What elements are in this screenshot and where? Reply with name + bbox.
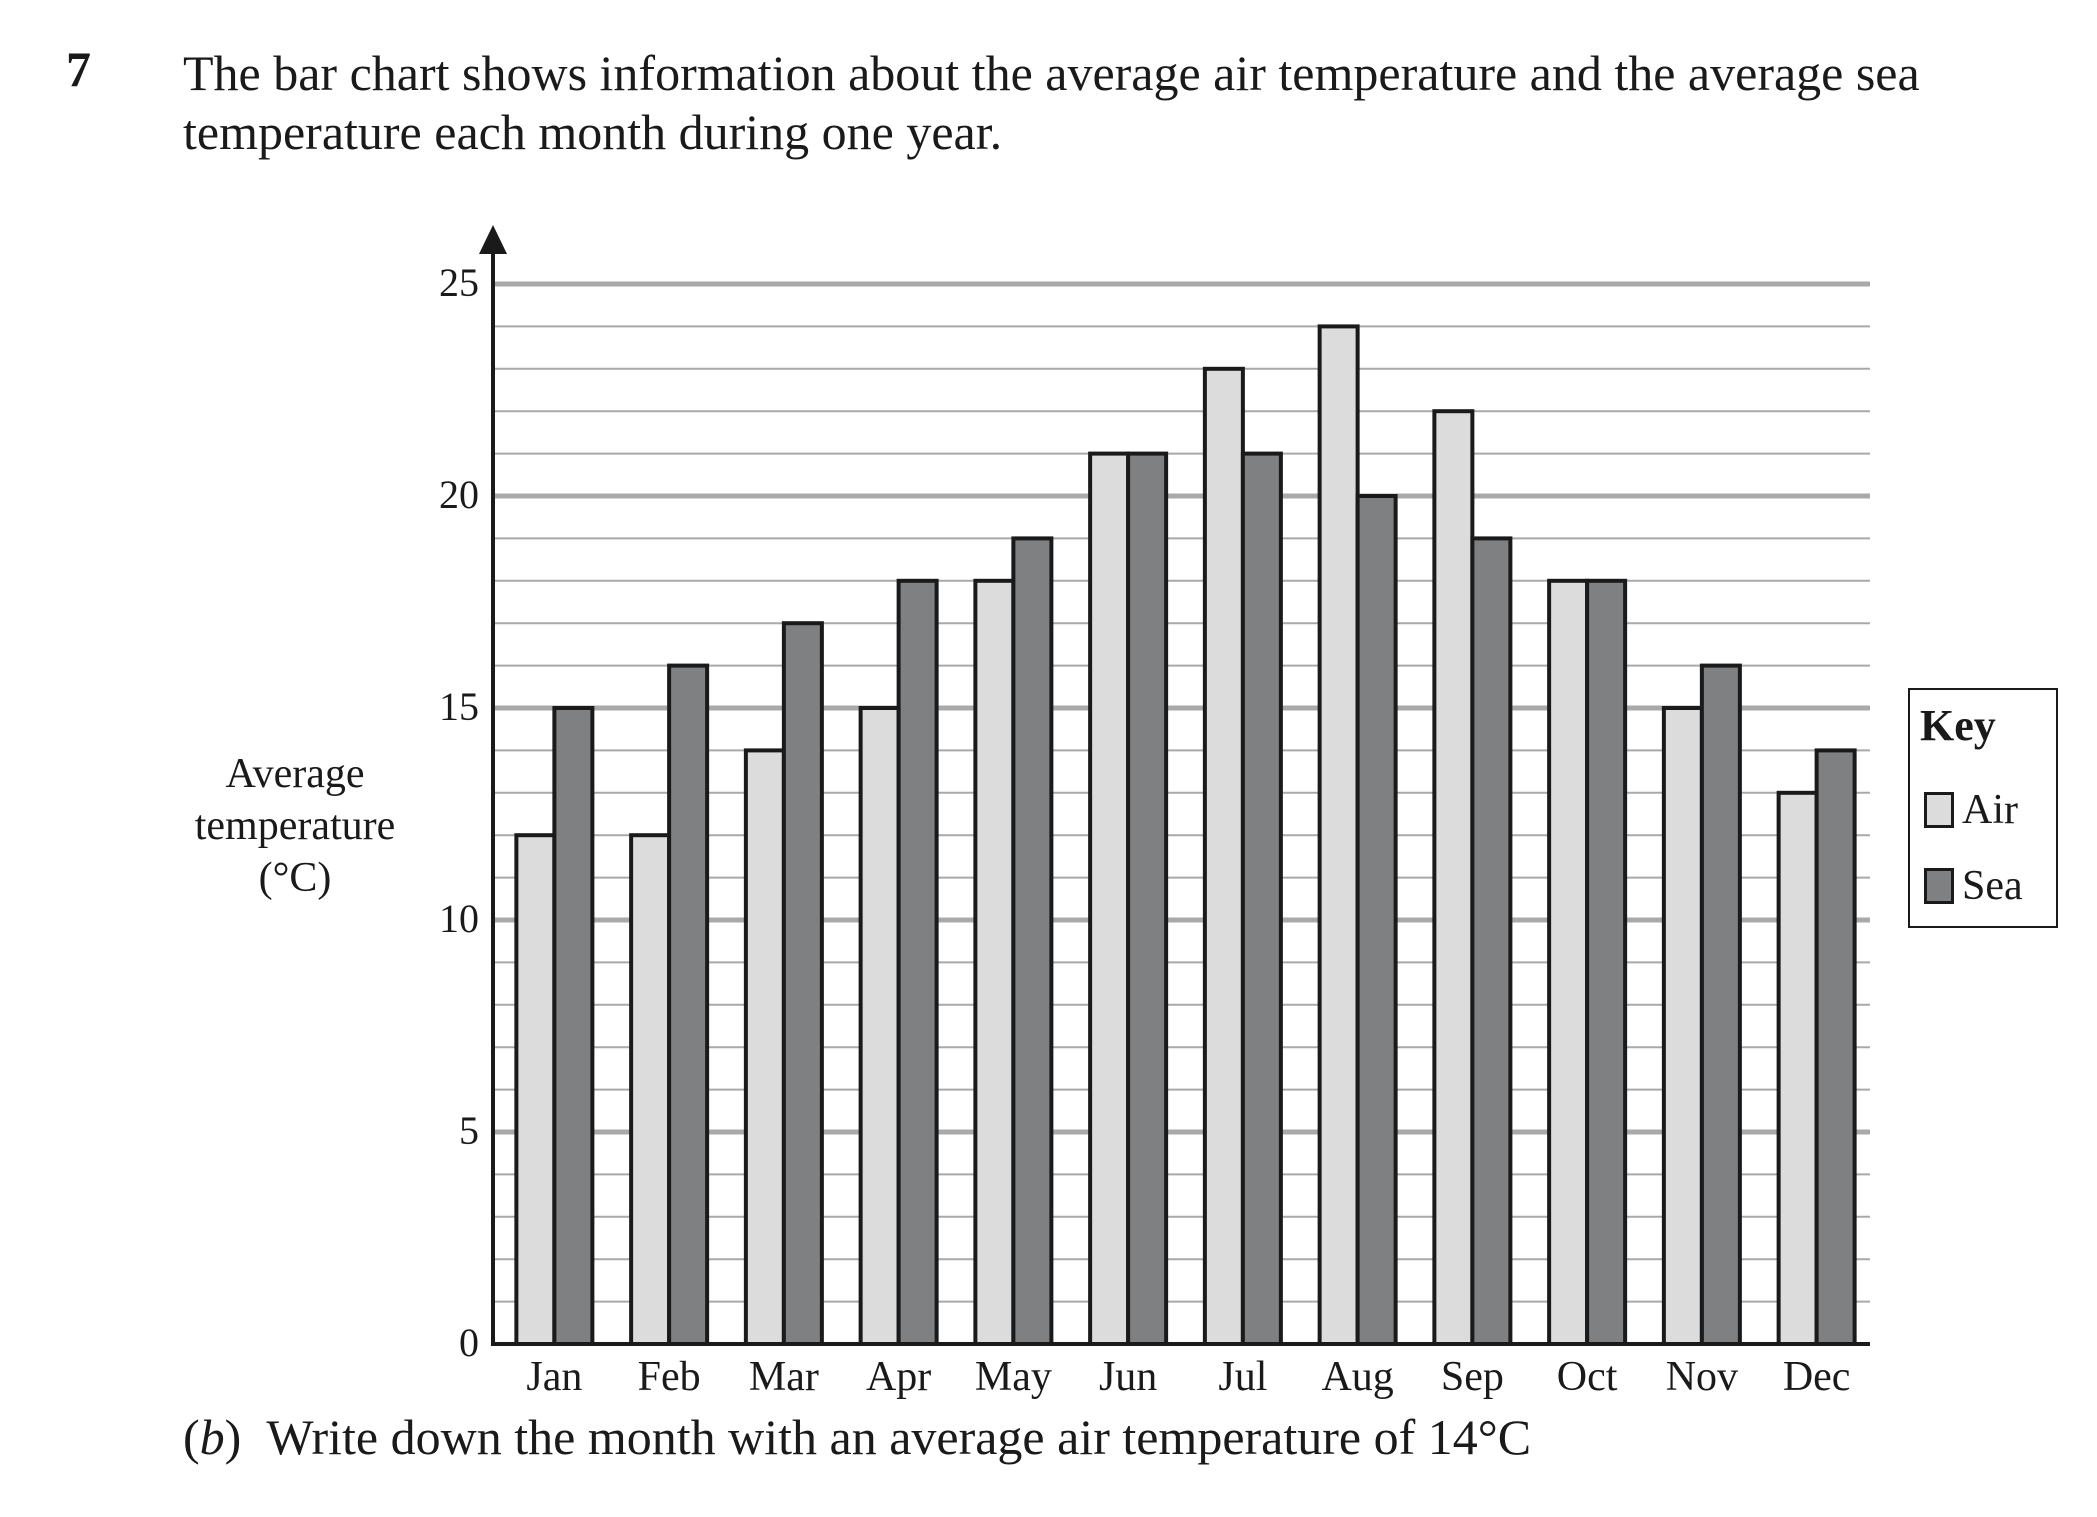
bar-sea-jan <box>552 706 595 1346</box>
tick-labels: Jan Feb Mar Apr May Jun Jul Aug Sep Oct Nov Dec 0 5 10… <box>439 260 1850 1400</box>
question-text-line-1: The bar chart shows information about th… <box>183 45 1920 101</box>
question-number: 7 <box>66 41 91 97</box>
bar-air-feb <box>629 833 672 1346</box>
y-tick-label-25: 25 <box>439 260 479 305</box>
y-tick-label-10: 10 <box>439 896 479 941</box>
bar-sea-jul <box>1240 451 1283 1347</box>
legend-swatch-air <box>1924 792 1954 828</box>
y-tick-label-5: 5 <box>459 1108 479 1153</box>
legend-item-sea: Sea <box>1924 862 2023 910</box>
bar-sea-sep <box>1470 536 1513 1346</box>
y-axis-arrowhead <box>479 225 507 254</box>
x-tick-label-jun: Jun <box>1099 1354 1157 1400</box>
legend-swatch-sea <box>1924 868 1954 904</box>
bar-air-jan <box>514 833 557 1346</box>
bar-sea-feb <box>667 663 710 1346</box>
x-tick-label-aug: Aug <box>1321 1354 1393 1400</box>
grid-lines <box>493 281 1870 1303</box>
x-tick-label-jul: Jul <box>1218 1354 1267 1400</box>
bar-air-nov <box>1661 706 1704 1346</box>
x-tick-label-dec: Dec <box>1783 1354 1851 1400</box>
bar-air-aug <box>1317 324 1360 1346</box>
y-axis-label-line-1: Average <box>225 751 365 797</box>
part-b-letter: b <box>199 1409 225 1465</box>
y-axis-label-line-2: temperature <box>194 803 396 849</box>
legend-title: Key <box>1920 701 1996 750</box>
part-b-open-paren: ( <box>183 1409 200 1465</box>
bar-sea-aug <box>1355 494 1398 1346</box>
bar-sea-mar <box>781 621 824 1346</box>
bar-air-jul <box>1202 366 1245 1346</box>
y-axis-label: Average temperature (°C) <box>170 748 420 904</box>
bar-air-dec <box>1776 790 1819 1346</box>
bar-sea-jun <box>1126 451 1169 1347</box>
axes <box>479 225 1870 1346</box>
y-tick-label-15: 15 <box>439 684 479 729</box>
part-b-text: Write down the month with an average air… <box>266 1409 1532 1465</box>
part-b-question: (b) Write down the month with an average… <box>183 1407 1531 1467</box>
legend-label-sea: Sea <box>1962 863 2023 909</box>
bar-sea-oct <box>1585 578 1628 1346</box>
legend-label-air: Air <box>1962 787 2018 833</box>
x-tick-label-mar: Mar <box>749 1354 819 1400</box>
y-tick-label-0: 0 <box>459 1320 479 1365</box>
x-tick-label-nov: Nov <box>1666 1354 1738 1400</box>
x-tick-label-feb: Feb <box>638 1354 701 1400</box>
legend-item-air: Air <box>1924 786 2018 834</box>
bar-sea-dec <box>1814 748 1857 1346</box>
x-tick-label-sep: Sep <box>1441 1354 1504 1400</box>
bars <box>514 324 1857 1347</box>
question-text: The bar chart shows information about th… <box>183 44 2033 162</box>
bar-air-oct <box>1547 578 1590 1346</box>
x-tick-label-may: May <box>975 1354 1052 1400</box>
question-text-line-2: temperature each month during one year. <box>183 104 1003 160</box>
bar-air-jun <box>1088 451 1131 1347</box>
bar-air-apr <box>858 706 901 1346</box>
x-tick-label-oct: Oct <box>1557 1354 1618 1400</box>
y-axis-label-line-3: (°C) <box>258 855 332 901</box>
bar-sea-may <box>1011 536 1054 1346</box>
bar-sea-nov <box>1699 663 1742 1346</box>
bar-sea-apr <box>896 578 939 1346</box>
y-tick-label-20: 20 <box>439 472 479 517</box>
bar-air-mar <box>743 748 786 1346</box>
bar-air-sep <box>1432 409 1475 1346</box>
x-tick-label-jan: Jan <box>526 1354 582 1400</box>
bar-air-may <box>973 578 1016 1346</box>
part-b-close-paren: ) <box>224 1409 242 1465</box>
x-tick-label-apr: Apr <box>866 1354 931 1400</box>
legend-key: Key Air Sea <box>1908 688 2058 928</box>
